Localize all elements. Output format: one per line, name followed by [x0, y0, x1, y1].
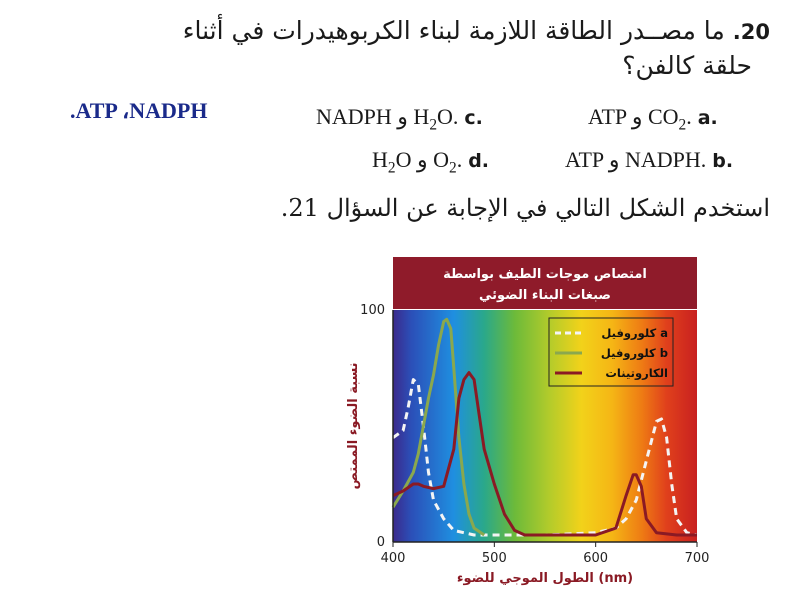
option-c-text: NADPH و H2O.	[316, 104, 459, 134]
x-tick-label-2: 600	[583, 551, 608, 566]
chart-title-line-1: امتصاص موجات الطيف بواسطة	[443, 267, 647, 282]
question-line-1: 20. ما مصــدر الطاقة اللازمة لبناء الكرب…	[183, 14, 770, 49]
option-b-letter: b.	[712, 150, 734, 172]
x-tick-label-1: 500	[482, 551, 507, 566]
question-20: 20. ما مصــدر الطاقة اللازمة لبناء الكرب…	[183, 14, 770, 83]
option-b[interactable]: ATP و NADPH. b.	[565, 147, 733, 173]
legend-label-a: كلوروفيل a	[601, 326, 668, 341]
legend-label-b: كلوروفيل b	[601, 346, 668, 361]
x-tick-label-3: 700	[685, 551, 710, 566]
y-axis-label: نسبة الضوء الممتص	[346, 362, 361, 489]
option-b-text: ATP و NADPH.	[565, 147, 707, 172]
spectrum-background	[393, 310, 697, 542]
option-d-text: H2O و O2.	[372, 147, 463, 177]
chart-title-line-2: صبغات البناء الضوئي	[479, 288, 611, 303]
option-c-letter: c.	[464, 107, 483, 129]
x-tick-label-0: 400	[381, 551, 406, 566]
option-a-text: ATP و CO2.	[588, 104, 692, 134]
question-text-1: ما مصــدر الطاقة اللازمة لبناء الكربوهيد…	[182, 16, 725, 45]
question-line-2: حلقة كالفن؟	[622, 51, 752, 80]
y-tick-label-1: 100	[360, 303, 385, 318]
option-c[interactable]: NADPH و H2O. c.	[316, 104, 483, 134]
instruction-text: استخدم الشكل التالي في الإجابة عن السؤال…	[280, 194, 770, 222]
option-a-letter: a.	[697, 107, 718, 129]
option-d[interactable]: H2O و O2. d.	[372, 147, 489, 177]
chart-title-bar	[393, 257, 697, 309]
series-line-1	[391, 317, 486, 537]
y-tick-label-0: 0	[377, 535, 385, 550]
option-d-letter: d.	[468, 150, 490, 172]
x-axis-label: الطول الموجي للضوء (nm)	[457, 571, 633, 586]
series-line-2	[392, 371, 697, 537]
question-number: 20.	[732, 20, 770, 44]
option-a[interactable]: ATP و CO2. a.	[588, 104, 718, 134]
legend-box	[548, 317, 674, 387]
legend-label-carotenoids: الكاروتينات	[605, 366, 668, 381]
answer-key: .ATP ،NADPH	[70, 98, 208, 123]
